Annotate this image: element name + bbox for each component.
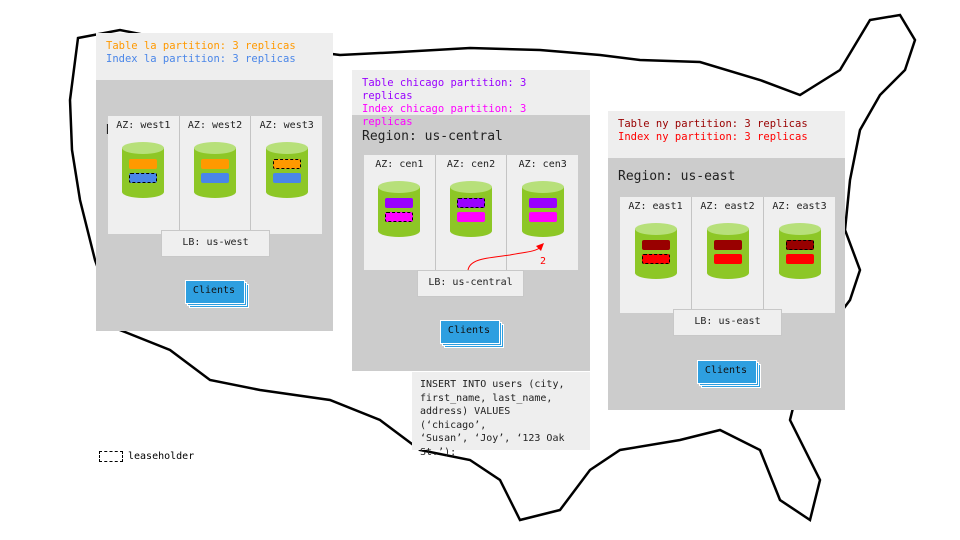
availability-zone: AZ: east2 — [692, 197, 764, 313]
availability-zone: AZ: west3 — [251, 116, 322, 234]
clients-stack: Clients — [697, 360, 761, 388]
table-partition-text: Table ny partition: 3 replicas — [618, 118, 808, 130]
sql-statement: INSERT INTO users (city, first_name, las… — [412, 372, 590, 458]
legend-label: leaseholder — [128, 451, 195, 462]
region-title: Region: us-central — [362, 129, 503, 144]
table-replica — [713, 240, 742, 250]
availability-zone: AZ: cen2 — [436, 155, 508, 270]
table-replica — [785, 240, 814, 250]
index-replica — [713, 254, 742, 264]
index-replica — [457, 212, 485, 222]
index-replica — [641, 254, 670, 264]
database-node-icon — [265, 142, 308, 204]
database-node-icon — [450, 181, 492, 243]
index-partition-text: Index ny partition: 3 replicas — [618, 131, 808, 143]
index-replica — [528, 212, 557, 222]
leaseholder-swatch — [99, 451, 123, 462]
az-group: AZ: east1 AZ: east2 AZ: east3 — [620, 197, 835, 313]
table-replica — [457, 198, 485, 208]
table-partition-text: Table la partition: 3 replicas — [106, 40, 296, 52]
database-node-icon — [706, 223, 749, 285]
clients-stack: Clients — [440, 320, 504, 348]
partition-info: Table ny partition: 3 replicas Index ny … — [608, 111, 845, 158]
az-group: AZ: west1 AZ: west2 AZ: west3 — [108, 116, 322, 234]
availability-zone: AZ: west2 — [180, 116, 252, 234]
az-label: AZ: west2 — [187, 120, 243, 131]
load-balancer: LB: us-central — [417, 270, 524, 297]
legend: leaseholder — [99, 451, 194, 462]
clients-label: Clients — [704, 365, 748, 376]
availability-zone: AZ: cen1 — [364, 155, 436, 270]
az-label: AZ: east3 — [772, 201, 827, 212]
az-label: AZ: east1 — [628, 201, 683, 212]
az-group: AZ: cen1 AZ: cen2 AZ: cen3 — [364, 155, 578, 270]
clients-label: Clients — [192, 285, 236, 296]
availability-zone: AZ: east3 — [764, 197, 835, 313]
partition-info: Table chicago partition: 3 replicas Inde… — [352, 70, 590, 128]
table-partition-text: Table chicago partition: 3 replicas — [362, 77, 527, 102]
database-node-icon — [778, 223, 821, 285]
az-label: AZ: cen1 — [375, 159, 424, 170]
clients-stack: Clients — [185, 280, 249, 308]
table-replica — [641, 240, 670, 250]
database-node-icon — [521, 181, 564, 243]
az-label: AZ: east2 — [700, 201, 755, 212]
database-node-icon — [122, 142, 165, 204]
database-node-icon — [634, 223, 677, 285]
az-label: AZ: cen2 — [446, 159, 496, 170]
index-replica — [385, 212, 414, 222]
table-replica — [385, 198, 414, 208]
load-balancer: LB: us-west — [161, 230, 270, 257]
database-node-icon — [378, 181, 421, 243]
database-node-icon — [194, 142, 236, 204]
table-replica — [129, 159, 158, 169]
index-replica — [201, 173, 229, 183]
clients-label: Clients — [447, 325, 491, 336]
index-partition-text: Index chicago partition: 3 replicas — [362, 103, 527, 128]
availability-zone: AZ: west1 — [108, 116, 180, 234]
availability-zone: AZ: cen3 — [507, 155, 578, 270]
index-partition-text: Index la partition: 3 replicas — [106, 53, 296, 65]
load-balancer: LB: us-east — [673, 309, 782, 336]
partition-info: Table la partition: 3 replicas Index la … — [96, 33, 333, 80]
index-replica — [272, 173, 301, 183]
region-title: Region: us-east — [618, 169, 736, 184]
table-replica — [272, 159, 301, 169]
index-replica — [785, 254, 814, 264]
az-label: AZ: west3 — [259, 120, 314, 131]
table-replica — [201, 159, 229, 169]
index-replica — [129, 173, 158, 183]
az-label: AZ: west1 — [116, 120, 171, 131]
availability-zone: AZ: east1 — [620, 197, 692, 313]
az-label: AZ: cen3 — [518, 159, 567, 170]
table-replica — [528, 198, 557, 208]
